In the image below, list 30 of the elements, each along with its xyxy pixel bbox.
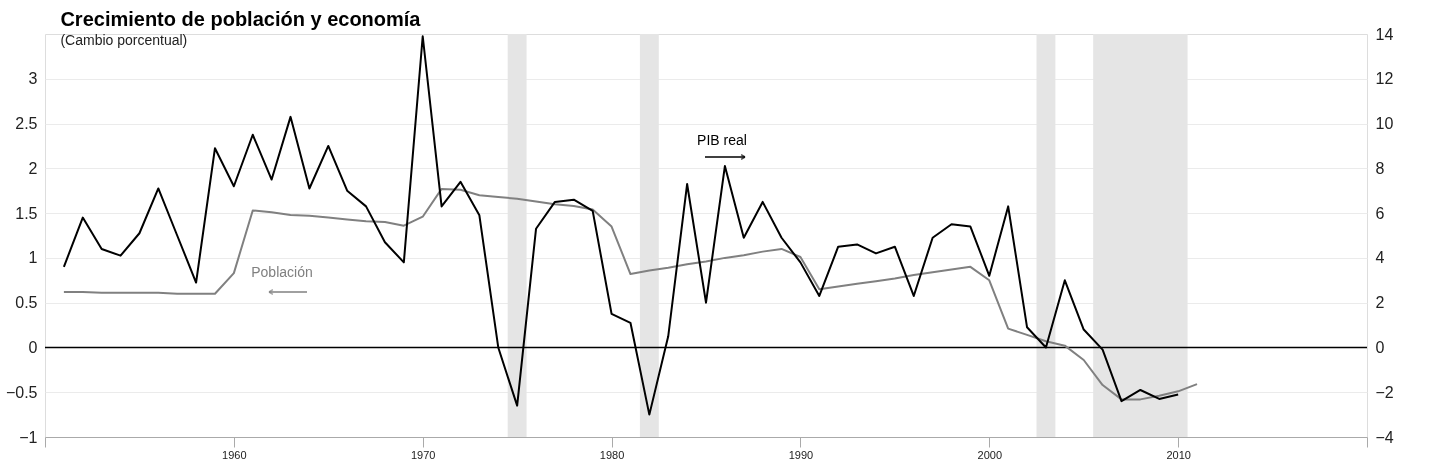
- y2-tick-label: 10: [1375, 115, 1394, 133]
- y2-tick-label: 14: [1375, 25, 1394, 43]
- y2-tick-label: 2: [1375, 294, 1385, 312]
- x-tick-label: 2010: [1166, 448, 1191, 461]
- y-tick-label: 1.5: [15, 204, 38, 222]
- y-tick-label: 2.5: [15, 115, 38, 133]
- chart-subtitle: (Cambio porcentual): [60, 32, 188, 48]
- y-tick-label: −1: [19, 428, 38, 446]
- y2-tick-label: 4: [1375, 249, 1385, 267]
- y2-tick-label: 6: [1375, 204, 1385, 222]
- x-tick-label: 1980: [599, 448, 625, 461]
- y2-tick-label: −4: [1375, 428, 1394, 446]
- y2-tick-label: 8: [1375, 159, 1385, 177]
- y-tick-label: −0.5: [5, 383, 38, 401]
- line-series: [62, 187, 1199, 401]
- y2-tick-label: 12: [1375, 70, 1394, 88]
- x-tick-label: 1990: [788, 448, 814, 461]
- y2-tick-label: 0: [1375, 338, 1385, 356]
- y-tick-label: 0: [28, 338, 38, 356]
- series-label: Población: [251, 264, 313, 280]
- y-tick-label: 3: [28, 70, 38, 88]
- y-tick-label: 2: [28, 159, 38, 177]
- y2-tick-label: −2: [1375, 383, 1394, 401]
- x-tick-label: 2000: [977, 448, 1003, 461]
- chart-title: Crecimiento de población y economía: [60, 8, 422, 30]
- x-tick-label: 1970: [410, 448, 436, 461]
- series-label: PIB real: [697, 132, 747, 148]
- y-tick-label: 0.5: [15, 294, 38, 312]
- x-tick-label: 1960: [222, 448, 247, 461]
- y-tick-label: 1: [28, 249, 38, 267]
